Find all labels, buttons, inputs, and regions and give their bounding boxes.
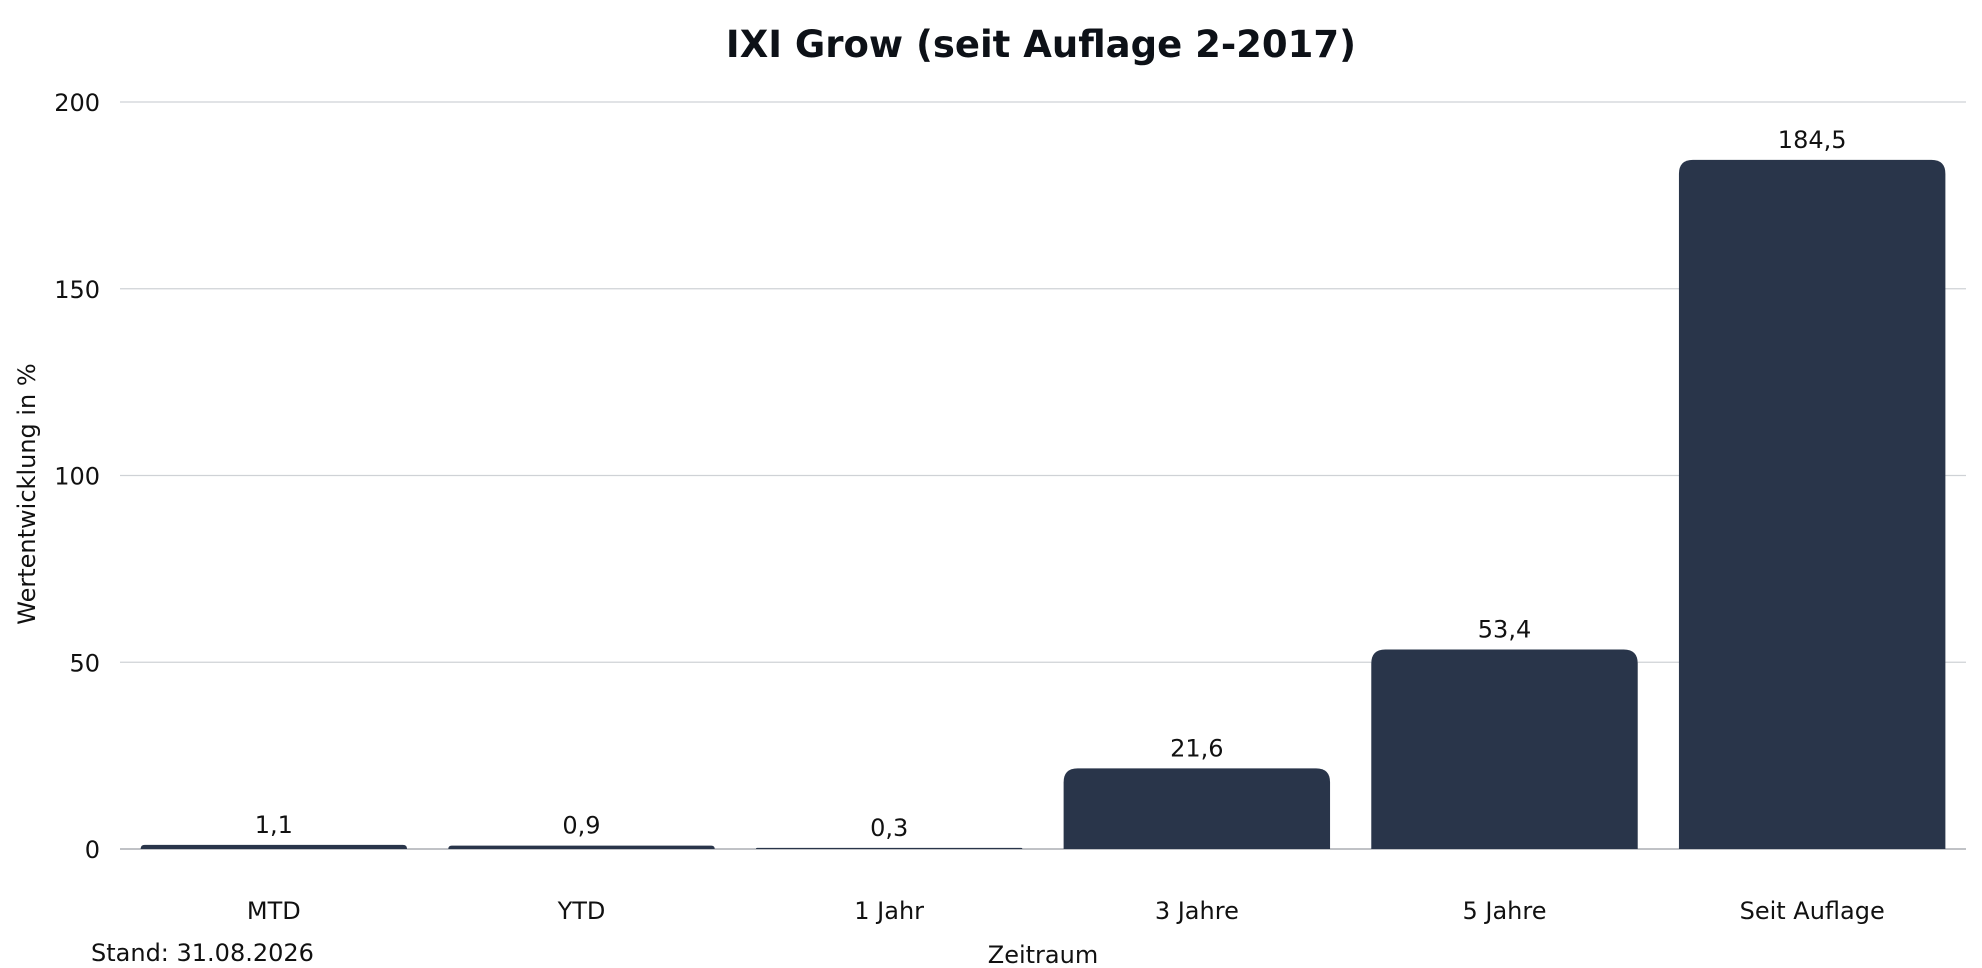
- x-tick-label: YTD: [557, 897, 606, 925]
- data-labels: 1,1 0,9 0,3 21,6 53,4 184,5: [255, 126, 1847, 842]
- date-footnote: Stand: 31.08.2026: [91, 939, 314, 967]
- data-label: 1,1: [255, 811, 293, 839]
- x-tick-label: 1 Jahr: [854, 897, 924, 925]
- chart-title: IXI Grow (seit Auflage 2-2017): [726, 23, 1356, 66]
- x-tick-label: 3 Jahre: [1155, 897, 1239, 925]
- data-label: 21,6: [1170, 734, 1223, 762]
- gridlines: [120, 101, 1966, 850]
- y-tick-label: 150: [54, 276, 100, 304]
- bar-mtd: [140, 844, 408, 849]
- y-tick-label: 100: [54, 463, 100, 491]
- x-tick-label: 5 Jahre: [1463, 897, 1547, 925]
- y-tick-label: 0: [85, 836, 100, 864]
- x-tick-label: Seit Auflage: [1740, 897, 1885, 925]
- data-label: 0,3: [870, 814, 908, 842]
- y-tick-label: 200: [54, 89, 100, 117]
- y-axis-ticks: 0 50 100 150 200: [54, 89, 100, 864]
- bar-ytd: [448, 845, 715, 849]
- bar-3-jahre: [1063, 768, 1331, 849]
- bars: [140, 159, 1946, 849]
- bar-seit-auflage: [1678, 159, 1946, 849]
- data-label: 53,4: [1478, 616, 1531, 644]
- bar-5-jahre: [1371, 649, 1638, 849]
- x-tick-label: MTD: [247, 897, 301, 925]
- bar-1-jahr: [755, 847, 1023, 849]
- y-axis-label: Wertentwicklung in %: [13, 363, 41, 624]
- x-axis-ticks: MTD YTD 1 Jahr 3 Jahre 5 Jahre Seit Auflage: [247, 897, 1885, 925]
- y-tick-label: 50: [69, 649, 100, 677]
- data-label: 0,9: [562, 812, 600, 840]
- data-label: 184,5: [1778, 126, 1847, 154]
- x-axis-label: Zeitraum: [988, 941, 1098, 968]
